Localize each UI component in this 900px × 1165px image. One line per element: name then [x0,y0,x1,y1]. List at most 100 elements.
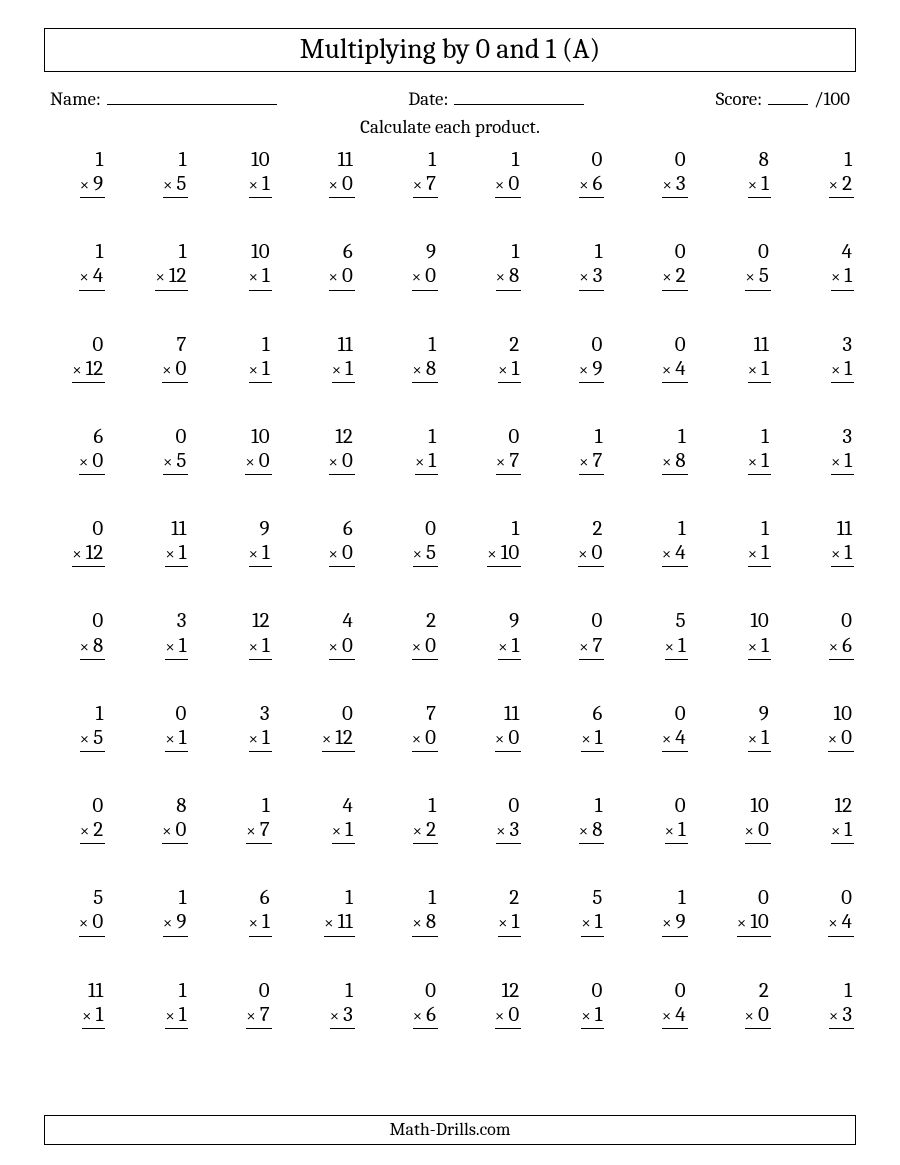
problem-cell: 11×1 [46,979,105,1029]
multiplicand: 1 [262,333,272,357]
times-symbol: × [80,730,89,750]
multiplier-row: ×3 [579,264,604,290]
problem-cell: 2×1 [462,886,521,936]
title-box: Multiplying by 0 and 1 (A) [44,28,856,72]
multiplier: 1 [761,726,769,750]
problem-cell: 3×1 [795,425,854,475]
multiplier-row: ×8 [412,357,438,383]
problem-cell: 6×0 [46,425,105,475]
problem-cell: 0×7 [212,979,271,1029]
multiplier-row: ×2 [80,818,105,844]
multiplier: 5 [176,449,186,473]
multiplier-row: ×1 [748,357,771,383]
multiplier-row: ×6 [413,1003,438,1029]
times-symbol: × [748,730,757,750]
times-symbol: × [829,638,838,658]
multiplicand: 1 [262,794,272,818]
problem-cell: 8×0 [129,794,188,844]
times-symbol: × [413,1007,422,1027]
times-symbol: × [412,638,421,658]
multiplicand: 7 [426,702,438,726]
times-symbol: × [329,176,338,196]
multiplier-row: ×1 [249,172,272,198]
multiplier-row: ×3 [330,1003,355,1029]
multiplier: 1 [345,818,353,842]
multiplier-row: ×7 [579,449,604,475]
date-blank[interactable] [454,86,584,105]
times-symbol: × [831,361,840,381]
multiplier: 5 [176,172,186,196]
multiplier: 1 [844,357,852,381]
problem-cell: 0×5 [129,425,188,475]
multiplier-row: ×0 [412,264,438,290]
multiplier: 1 [844,264,852,288]
multiplier: 5 [759,264,769,288]
multiplier: 0 [92,449,103,473]
multiplicand: 0 [675,794,688,818]
multiplicand: 0 [592,979,605,1003]
multiplier-row: ×11 [324,910,355,936]
problem-cell: 12×0 [462,979,521,1029]
multiplier: 3 [510,818,520,842]
problem-cell: 10×1 [212,148,271,198]
multiplier-row: ×1 [249,541,272,567]
multiplicand: 12 [252,609,272,633]
times-symbol: × [745,822,754,842]
times-symbol: × [329,268,338,288]
problem-cell: 4×1 [296,794,355,844]
multiplicand: 1 [428,148,438,172]
multiplier: 10 [750,910,768,934]
times-symbol: × [745,1007,754,1027]
multiplier: 1 [179,541,187,565]
problem-cell: 1×9 [129,886,188,936]
multiplicand: 0 [176,702,189,726]
multiplier-row: ×0 [495,1003,521,1029]
multiplier-row: ×0 [745,818,771,844]
multiplier-row: ×0 [495,172,521,198]
problem-cell: 7×0 [379,702,438,752]
multiplicand: 10 [251,425,271,449]
multiplier-row: ×0 [329,264,355,290]
times-symbol: × [828,730,837,750]
multiplier: 4 [675,1003,685,1027]
multiplier: 1 [844,449,852,473]
times-symbol: × [413,822,422,842]
score-blank[interactable] [768,86,808,105]
multiplier: 8 [592,818,602,842]
footer-box: Math-Drills.com [44,1115,856,1145]
multiplier: 8 [509,264,519,288]
multiplicand: 1 [345,979,355,1003]
times-symbol: × [581,730,590,750]
problem-cell: 10×0 [712,794,771,844]
times-symbol: × [662,453,671,473]
multiplier-row: ×12 [72,541,105,567]
multiplier: 1 [262,726,270,750]
multiplier-row: ×1 [748,449,771,475]
score-field-group: Score: /100 [716,86,850,110]
times-symbol: × [332,822,341,842]
problem-cell: 1×4 [46,240,105,290]
multiplier-row: ×1 [498,634,521,660]
problem-cell: 5×0 [46,886,105,936]
times-symbol: × [79,453,88,473]
multiplicand: 1 [595,240,605,264]
problem-cell: 0×10 [712,886,771,936]
name-label: Name: [50,88,101,110]
multiplier: 1 [844,818,852,842]
multiplicand: 1 [761,517,771,541]
name-blank[interactable] [107,86,277,105]
multiplicand: 0 [425,979,438,1003]
multiplicand: 1 [96,702,106,726]
multiplier: 0 [176,818,187,842]
multiplicand: 8 [176,794,188,818]
multiplier-row: ×5 [163,172,188,198]
multiplier-row: ×0 [162,818,188,844]
multiplier-row: ×4 [662,357,688,383]
multiplier-row: ×12 [322,726,355,752]
multiplier: 12 [169,264,187,288]
multiplier-row: ×9 [80,172,105,198]
multiplicand: 3 [177,609,189,633]
multiplier-row: ×1 [249,264,272,290]
problem-cell: 0×5 [712,240,771,290]
multiplicand: 2 [509,886,521,910]
